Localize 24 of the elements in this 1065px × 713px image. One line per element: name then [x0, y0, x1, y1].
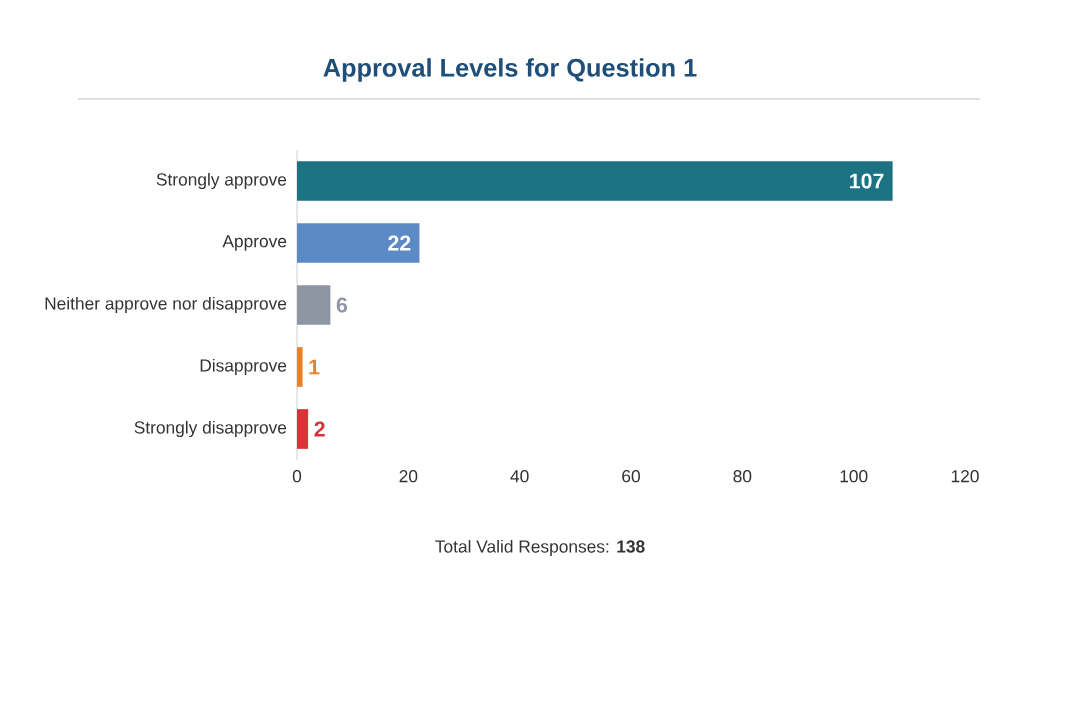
- y-tick-label: Approve: [222, 235, 287, 251]
- y-tick-label: Strongly disapprove: [134, 420, 287, 438]
- data-label: 22: [388, 235, 411, 251]
- data-label: 1: [309, 359, 320, 375]
- data-label: 107: [850, 173, 884, 189]
- data-label: 6: [336, 297, 348, 313]
- bar: [297, 285, 331, 325]
- bar: [297, 223, 420, 263]
- y-tick-label: Strongly approve: [156, 172, 287, 190]
- chart-title: Approval Levels for Question 1: [323, 58, 697, 82]
- data-label: 2: [314, 421, 325, 437]
- bar: [297, 347, 303, 387]
- text: Total Valid Responses: 138: [435, 539, 645, 557]
- x-tick-label: 20: [399, 470, 418, 483]
- x-tick-label: 40: [510, 470, 529, 483]
- bar: [297, 409, 309, 449]
- x-tick-label: 100: [840, 470, 868, 483]
- x-tick-label: 0: [292, 470, 302, 483]
- x-tick-label: 80: [733, 470, 752, 483]
- bar: [297, 161, 893, 201]
- y-tick-label: Neither approve nor disapprove: [45, 296, 287, 314]
- x-tick-label: 120: [951, 470, 979, 483]
- y-tick-label: Disapprove: [200, 358, 287, 376]
- x-tick-label: 60: [622, 470, 640, 483]
